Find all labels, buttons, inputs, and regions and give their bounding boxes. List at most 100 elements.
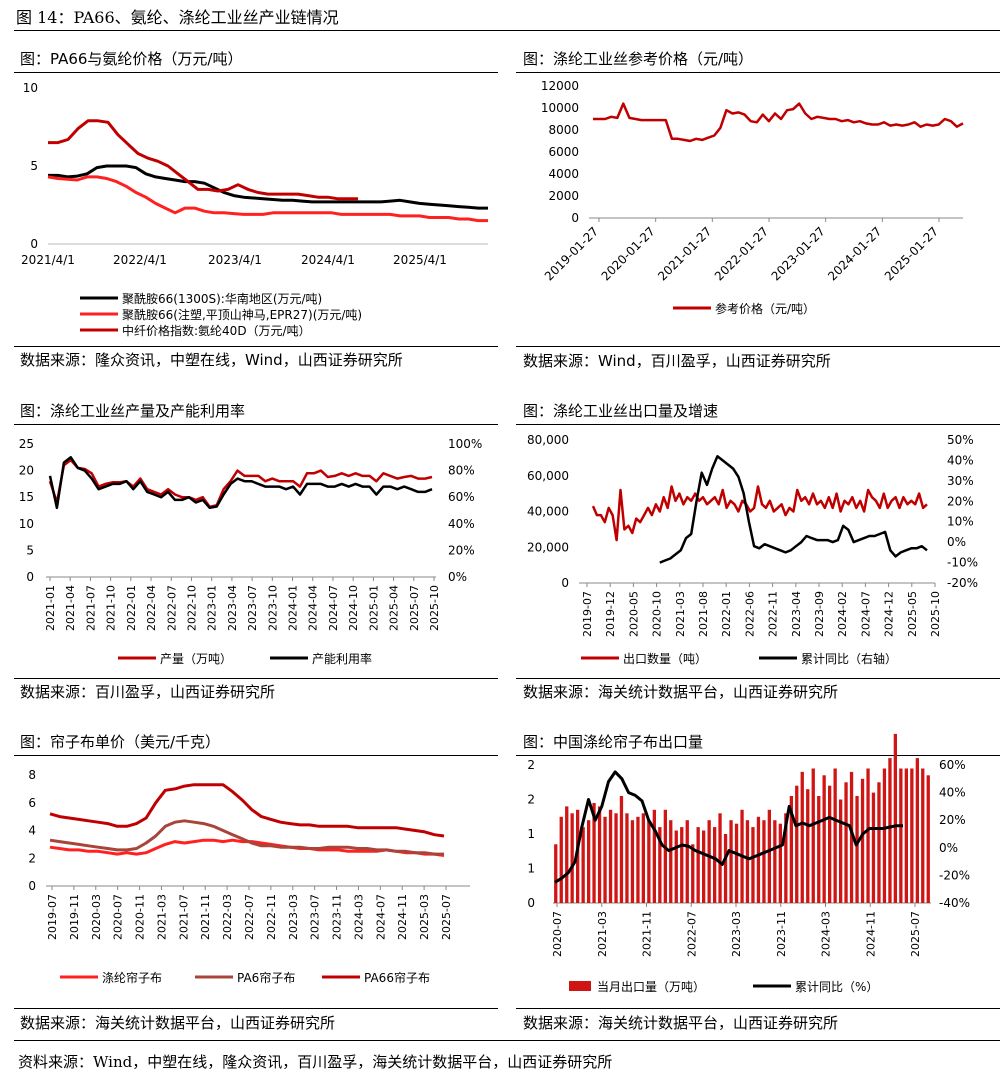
x-tick-label: 2020-11: [134, 894, 147, 940]
x-tick-label: 2019-11: [68, 894, 81, 940]
series-line-pa6-cord: [49, 819, 444, 856]
bar: [778, 823, 782, 903]
x-tick-label: 2023-03: [287, 894, 300, 940]
x-tick-label: 2023-07: [246, 585, 259, 631]
x-tick-label: 2020-01-27: [599, 224, 658, 283]
x-tick-label: 2021-03: [596, 911, 609, 957]
y-left-tick-label: 80,000: [527, 433, 569, 447]
series-line-price: [593, 102, 964, 143]
bar: [828, 785, 832, 903]
bar: [723, 834, 728, 903]
y-tick-label: 0: [28, 879, 36, 893]
bar: [734, 823, 739, 903]
x-tick-label: 2025-10: [929, 591, 942, 637]
panel-4-title: 图：涤纶工业丝出口量及增速: [523, 402, 719, 420]
x-tick-label: 2024-12: [883, 591, 896, 637]
chart-yarn-output-utilization: 0 5 10 15 20 25 0% 20% 40% 60% 80% 100% 2021-01 2021-…: [19, 437, 483, 666]
bar: [904, 768, 908, 903]
x-tick-label: 2024-04: [307, 585, 320, 631]
bar: [767, 809, 771, 903]
panel-6-source: 数据来源：海关统计数据平台，山西证券研究所: [523, 1014, 839, 1032]
legend-bar-swatch: [569, 981, 591, 991]
panel-1-source: 数据来源：隆众资讯，中塑在线，Wind，山西证券研究所: [20, 351, 403, 369]
bar: [860, 778, 865, 903]
x-tick-label: 2022/4/1: [113, 253, 167, 267]
bar: [910, 768, 914, 903]
y-left-tick-label: 60,000: [527, 469, 569, 483]
x-tick-label: 2022-07: [685, 911, 698, 957]
bar: [888, 758, 892, 903]
x-tick-label: 2024-07: [859, 591, 872, 637]
x-tick-label: 2024-11: [396, 894, 409, 940]
legend-bar-label: 当月出口量（万吨）: [597, 980, 705, 994]
x-tick-label: 2021-07: [84, 585, 97, 631]
x-tick-label: 2025-01-27: [882, 224, 941, 283]
x-tick-label: 2020-07: [551, 911, 564, 957]
series-line-pa66-cord: [49, 783, 445, 838]
series-line-export-yoy: [659, 455, 928, 564]
x-tick-label: 2021-08: [697, 591, 710, 637]
x-tick-label: 2019-12: [604, 591, 617, 637]
bar: [647, 820, 651, 903]
x-tick-label: 2021-01-27: [655, 224, 714, 283]
x-tick-label: 2024/4/1: [301, 253, 355, 267]
series-line-3: [48, 119, 358, 201]
legend-3-label: 中纤价格指数:氨纶40D（万元/吨）: [122, 323, 311, 338]
panel-3-source: 数据来源：百川盈孚，山西证券研究所: [20, 683, 276, 701]
x-tick-label: 2019-07: [46, 894, 59, 940]
x-tick-label: 2022-11: [767, 591, 780, 637]
y-right-tick-label: 0%: [939, 841, 958, 855]
bar: [915, 758, 919, 903]
chart-industrial-yarn-price: 0200040006000800010000120002019-01-27202…: [541, 79, 964, 316]
series-line-cord-yoy: [554, 770, 903, 884]
x-tick-label: 2025-03: [418, 894, 431, 940]
chart-pa66-spandex-price: 0 5 10 2021/4/1 2022/4/1 2023/4/1 2024/4/1 2025…: [21, 81, 488, 338]
bar: [554, 844, 558, 903]
x-tick-label: 2024-03: [820, 911, 833, 957]
legend-price-label: 参考价格（元/吨）: [715, 301, 815, 316]
bar: [565, 806, 569, 903]
x-tick-label: 2022-06: [743, 591, 756, 637]
x-tick-label: 2025-07: [440, 894, 453, 940]
y-tick-label: 4: [28, 824, 36, 838]
y-tick-label: 8000: [548, 123, 579, 137]
bar: [614, 813, 618, 903]
y-left-tick-label: 2: [527, 793, 535, 807]
x-tick-label: 2022-11: [265, 894, 278, 940]
x-tick-label: 2025/4/1: [393, 253, 447, 267]
bar: [822, 775, 826, 903]
bar: [871, 792, 876, 903]
panel-1-rule: [14, 72, 498, 73]
chart-tire-cord-export: 0 1 1 2 2 -40% -20% 0% 20% 40% 60% 2020-07 2021-03 20…: [527, 733, 970, 994]
y-tick-label: 12000: [541, 79, 579, 93]
bar: [899, 768, 903, 903]
legend-output-label: 产量（万吨）: [160, 652, 232, 666]
x-tick-label: 2021/4/1: [21, 253, 75, 267]
y-left-tick-label: 2: [527, 758, 535, 772]
bar: [713, 827, 717, 903]
top-rule: [14, 30, 1000, 31]
x-tick-label: 2019-07: [581, 591, 594, 637]
bar: [696, 827, 700, 903]
bar: [866, 768, 870, 903]
legend-2-label: 聚酰胺66(注塑,平顶山神马,EPR27)(万元/吨): [122, 307, 362, 322]
bar: [811, 768, 815, 903]
y-left-tick-label: 15: [19, 490, 34, 504]
series-line-export-volume: [591, 485, 928, 542]
x-tick-label: 2025-10: [428, 585, 441, 631]
panel-3-title: 图：涤纶工业丝产量及产能利用率: [20, 402, 246, 420]
x-tick-label: 2021-07: [177, 894, 190, 940]
panel-5-title: 图：帘子布单价（美元/千克）: [20, 733, 221, 751]
bar: [636, 816, 640, 904]
y-tick-label: 5: [30, 159, 38, 173]
bottom-source: 资料来源：Wind，中塑在线，隆众资讯，百川盈孚，海关统计数据平台，山西证券研究…: [18, 1053, 613, 1071]
bar: [745, 820, 750, 903]
panel-6-title: 图：中国涤纶帘子布出口量: [523, 733, 704, 751]
y-right-tick-label: 60%: [939, 758, 966, 772]
x-tick-label: 2023-07: [309, 894, 322, 940]
y-right-tick-label: 0%: [947, 535, 966, 549]
y-tick-label: 0: [30, 237, 38, 251]
x-tick-label: 2020-03: [90, 894, 103, 940]
bar: [707, 820, 711, 903]
bar: [658, 827, 662, 903]
